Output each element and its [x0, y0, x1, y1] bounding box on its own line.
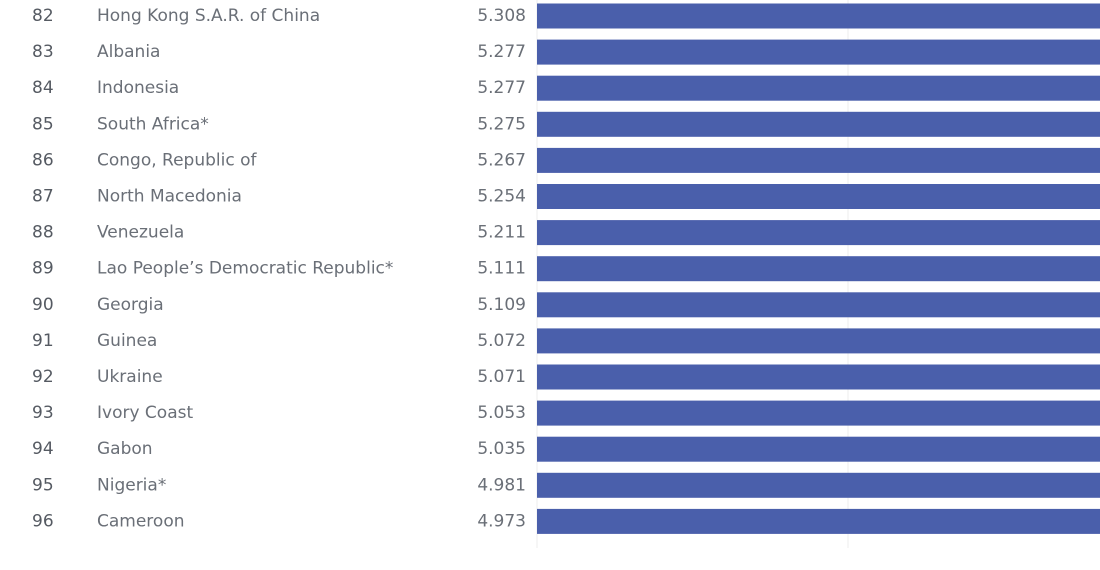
rank-label: 89	[32, 259, 54, 279]
country-label: Ukraine	[97, 367, 163, 387]
chart-row: 85 South Africa* 5.275	[32, 111, 1100, 137]
chart-row: 82 Hong Kong S.A.R. of China 5.308	[32, 3, 1100, 29]
value-label: 5.111	[477, 259, 526, 279]
chart-row: 84 Indonesia 5.277	[32, 75, 1100, 101]
country-label: Indonesia	[97, 78, 179, 98]
value-label: 5.035	[477, 439, 526, 459]
bar	[537, 472, 1100, 498]
chart-row: 96 Cameroon 4.973	[32, 508, 1100, 534]
bar	[537, 39, 1100, 65]
country-label: North Macedonia	[97, 187, 242, 207]
country-label: Lao People’s Democratic Republic*	[97, 259, 393, 279]
rank-label: 95	[32, 475, 54, 495]
rank-label: 94	[32, 439, 54, 459]
chart-row: 86 Congo, Republic of 5.267	[32, 147, 1100, 173]
bar	[537, 184, 1100, 209]
value-label: 5.267	[477, 150, 526, 170]
rank-label: 87	[32, 187, 54, 207]
country-label: Nigeria*	[97, 475, 166, 495]
value-label: 5.072	[477, 331, 526, 351]
bar	[537, 256, 1100, 282]
value-label: 4.981	[477, 475, 526, 495]
value-label: 4.973	[477, 511, 526, 531]
bar	[537, 292, 1100, 318]
rank-label: 91	[32, 331, 54, 351]
country-label: Gabon	[97, 439, 153, 459]
rank-label: 84	[32, 78, 54, 98]
chart-row: 90 Georgia 5.109	[32, 292, 1100, 318]
chart-rows: 82 Hong Kong S.A.R. of China 5.308 83 Albani…	[32, 3, 1100, 534]
rank-label: 90	[32, 295, 54, 315]
country-label: Georgia	[97, 295, 164, 315]
chart-row: 87 North Macedonia 5.254	[32, 184, 1100, 209]
rank-label: 83	[32, 42, 54, 62]
rank-label: 88	[32, 223, 54, 243]
country-label: Ivory Coast	[97, 403, 193, 423]
rank-label: 85	[32, 114, 54, 134]
bar	[537, 364, 1100, 390]
rank-label: 96	[32, 511, 54, 531]
bar	[537, 75, 1100, 101]
value-label: 5.109	[477, 295, 526, 315]
value-label: 5.275	[477, 114, 526, 134]
chart-row: 88 Venezuela 5.211	[32, 220, 1100, 246]
chart-row: 83 Albania 5.277	[32, 39, 1100, 65]
country-label: Guinea	[97, 331, 157, 351]
chart-row: 91 Guinea 5.072	[32, 328, 1100, 354]
country-label: Albania	[97, 42, 160, 62]
bar	[537, 111, 1100, 137]
rank-label: 93	[32, 403, 54, 423]
rank-label: 86	[32, 150, 54, 170]
bar	[537, 328, 1100, 354]
value-label: 5.277	[477, 78, 526, 98]
value-label: 5.071	[477, 367, 526, 387]
value-label: 5.211	[477, 223, 526, 243]
bar	[537, 220, 1100, 246]
chart-row: 92 Ukraine 5.071	[32, 364, 1100, 390]
bar	[537, 147, 1100, 173]
country-label: South Africa*	[97, 114, 209, 134]
chart-row: 93 Ivory Coast 5.053	[32, 400, 1100, 426]
country-label: Cameroon	[97, 511, 185, 531]
country-label: Hong Kong S.A.R. of China	[97, 6, 320, 26]
rank-label: 82	[32, 6, 54, 26]
bar	[537, 400, 1100, 426]
bar	[537, 3, 1100, 29]
rank-label: 92	[32, 367, 54, 387]
value-label: 5.277	[477, 42, 526, 62]
country-label: Venezuela	[97, 223, 184, 243]
chart-row: 95 Nigeria* 4.981	[32, 472, 1100, 498]
country-label: Congo, Republic of	[97, 150, 258, 170]
value-label: 5.053	[477, 403, 526, 423]
value-label: 5.254	[477, 187, 526, 207]
chart-row: 94 Gabon 5.035	[32, 436, 1100, 462]
chart-row: 89 Lao People’s Democratic Republic* 5.111	[32, 256, 1100, 282]
bar	[537, 436, 1100, 462]
value-label: 5.308	[477, 6, 526, 26]
bar	[537, 508, 1100, 534]
